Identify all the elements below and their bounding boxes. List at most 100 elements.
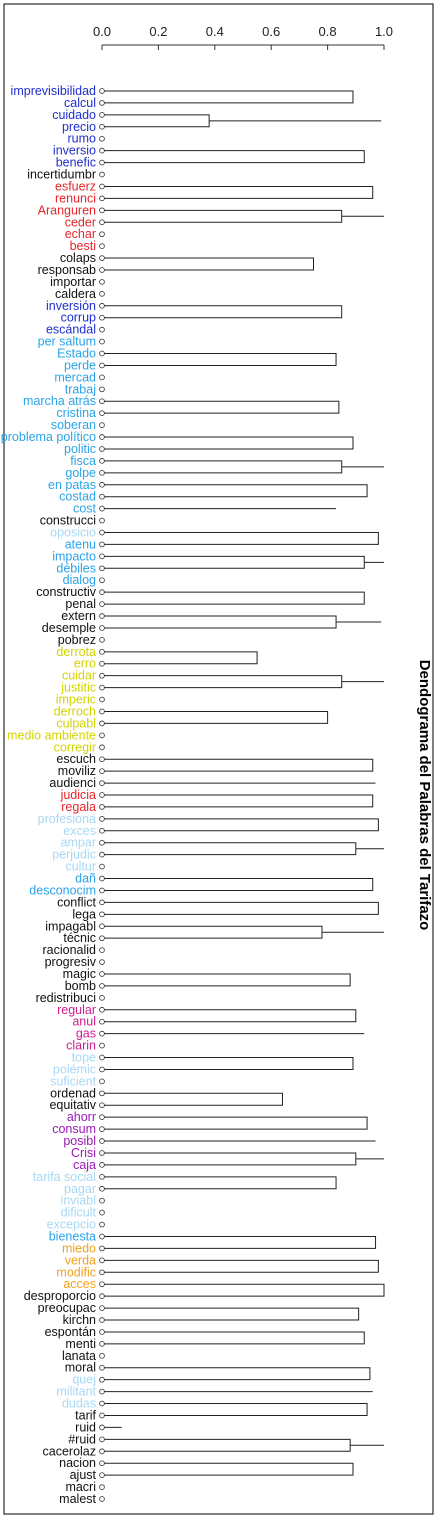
x-tick-label: 0.8	[319, 24, 337, 39]
dendrogram-link	[102, 758, 374, 772]
leaf-marker	[99, 314, 105, 321]
leaf-marker	[99, 1173, 105, 1180]
leaf-label: pobrez	[58, 633, 96, 647]
leaf-marker	[99, 1042, 105, 1049]
plot-border	[3, 3, 434, 1515]
leaf-marker	[99, 660, 105, 667]
leaf-marker	[99, 1376, 105, 1383]
leaf-marker	[99, 183, 105, 190]
leaf-label: rumo	[68, 132, 97, 146]
leaf-marker	[99, 255, 105, 261]
leaf-marker	[99, 792, 105, 798]
leaf-marker	[99, 863, 105, 870]
leaf-marker	[99, 529, 105, 536]
leaf-label: desproporcio	[24, 1289, 96, 1303]
leaf-marker	[99, 374, 105, 381]
leaf-label: conflict	[57, 895, 96, 909]
leaf-marker	[99, 1281, 105, 1288]
leaf-marker	[99, 1006, 105, 1013]
dendrogram-link	[102, 305, 343, 319]
leaf-marker	[99, 1269, 105, 1276]
leaf-label: responsab	[38, 263, 96, 277]
leaf-marker	[99, 493, 105, 500]
leaf-marker	[99, 231, 105, 238]
dendrogram-link	[102, 209, 343, 223]
leaf-label: escuch	[56, 752, 96, 766]
leaf-marker	[99, 1472, 105, 1478]
leaf-label: clarin	[66, 1039, 96, 1053]
leaf-marker	[99, 577, 105, 584]
leaf-marker	[99, 672, 105, 679]
leaf-marker	[99, 1102, 105, 1109]
leaf-marker	[99, 625, 105, 631]
x-tick-label: 0.4	[206, 24, 224, 39]
leaf-marker	[99, 1150, 105, 1156]
leaf-marker	[99, 1209, 105, 1216]
leaf-label: ampar	[61, 836, 96, 850]
dendrogram-link	[102, 1283, 385, 1297]
leaf-label: cost	[73, 502, 96, 516]
leaf-label: acces	[63, 1277, 96, 1291]
leaf-marker	[99, 1245, 105, 1252]
leaf-label: perde	[64, 358, 96, 372]
x-axis: 0.0 0.2 0.4 0.6 0.8 1.0	[93, 24, 393, 50]
leaf-label: anul	[72, 1015, 96, 1029]
leaf-marker	[99, 720, 105, 727]
dendrogram-link	[102, 1116, 368, 1130]
leaf-label: calcul	[64, 96, 96, 110]
dendrogram-link	[102, 651, 258, 665]
dendrogram-link	[102, 794, 374, 808]
leaf-label: audienci	[49, 776, 96, 790]
leaf-label: derrota	[56, 645, 96, 659]
leaf-label: Aranguren	[38, 203, 96, 217]
leaf-marker	[99, 1496, 105, 1502]
leaf-marker	[99, 398, 105, 405]
leaf-label: perjudic	[52, 848, 96, 862]
leaf-marker	[99, 875, 105, 882]
leaf-marker	[99, 195, 105, 202]
dendrogram-link	[102, 460, 343, 474]
dendrogram-link	[102, 1438, 351, 1452]
leaf-label: cristina	[56, 406, 96, 420]
leaf-label: mercad	[54, 370, 96, 384]
leaf-marker	[99, 601, 105, 607]
leaf-label: excepcio	[47, 1218, 96, 1232]
leaf-marker	[99, 1329, 105, 1335]
leaf-marker	[99, 112, 105, 118]
leaf-marker	[99, 744, 105, 751]
leaf-marker	[99, 613, 105, 619]
dendrogram-link	[102, 925, 323, 939]
leaf-label: renunci	[55, 191, 96, 205]
leaf-marker	[99, 135, 105, 142]
leaf-marker	[99, 1484, 105, 1490]
leaf-label: extern	[61, 609, 96, 623]
leaf-label: justitic	[60, 681, 96, 695]
leaf-label: débiles	[56, 561, 96, 575]
leaf-marker	[99, 1126, 105, 1132]
leaf-label: gas	[76, 1027, 96, 1041]
leaf-marker	[99, 851, 105, 858]
leaf-label: espontán	[45, 1325, 96, 1339]
dendrogram-link	[102, 973, 351, 987]
leaf-label: caldera	[55, 287, 96, 301]
leaf-marker	[99, 911, 105, 918]
leaf-label: verda	[65, 1253, 96, 1267]
leaf-label: bomb	[65, 979, 96, 993]
leaf-label: politic	[64, 442, 96, 456]
leaf-marker	[99, 1221, 105, 1228]
dendrogram-link	[102, 901, 379, 915]
leaf-marker	[99, 696, 105, 703]
leaf-label: cacerolaz	[43, 1444, 97, 1458]
leaf-label: consum	[52, 1122, 96, 1136]
leaf-marker	[99, 1448, 105, 1455]
dendrogram-link	[102, 1152, 357, 1166]
leaf-label: lega	[72, 907, 96, 921]
leaf-label: quej	[72, 1373, 96, 1387]
leaf-label: Estado	[57, 347, 96, 361]
leaf-marker	[99, 434, 105, 440]
dendrogram-link	[102, 555, 365, 569]
leaf-label: tarifa social	[33, 1170, 96, 1184]
leaf-marker	[99, 1400, 105, 1407]
